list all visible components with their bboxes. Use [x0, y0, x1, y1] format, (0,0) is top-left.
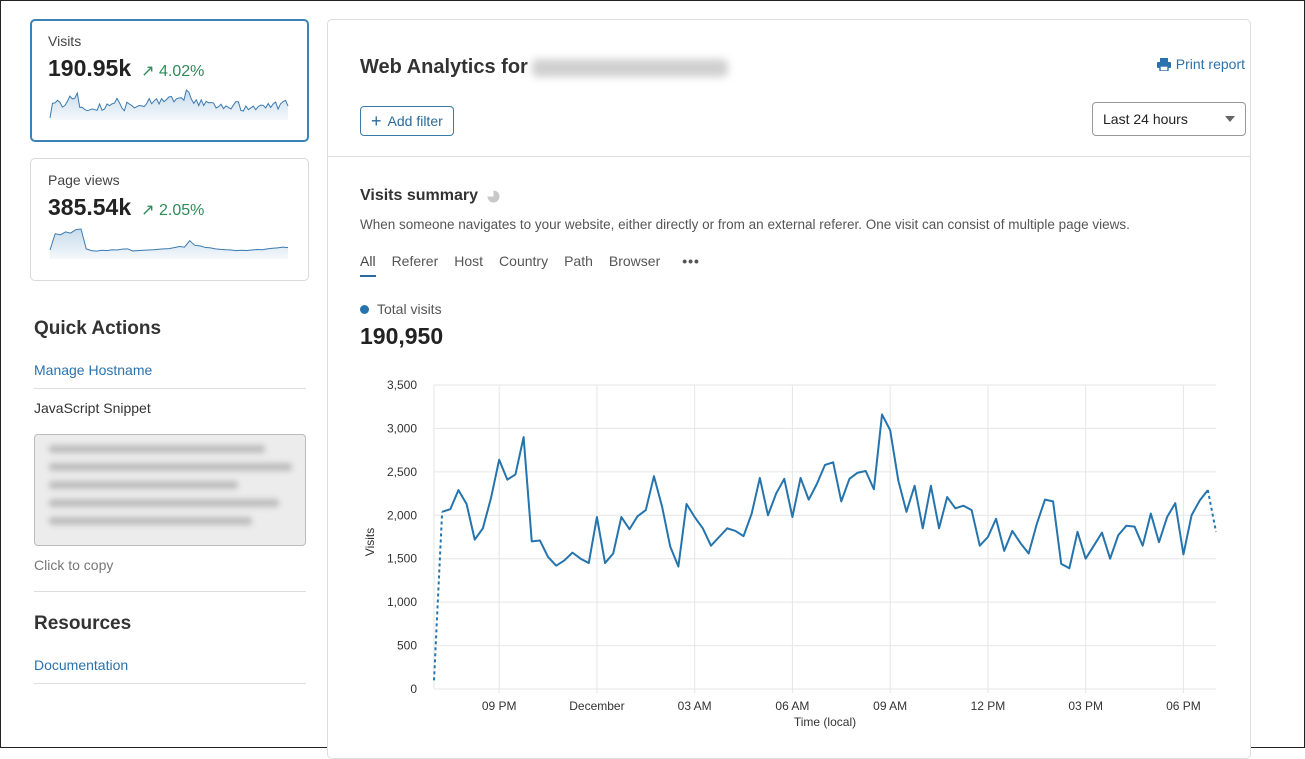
breakdown-tabs: All Referer Host Country Path Browser ••… — [360, 253, 700, 277]
stat-change: ↗ 2.05% — [141, 200, 204, 220]
x-tick-label: 06 PM — [1166, 699, 1201, 713]
incomplete-segment-start — [433, 511, 444, 681]
pie-chart-icon[interactable] — [487, 190, 500, 203]
stat-change-value: 2.05% — [159, 202, 205, 219]
x-tick-label: 06 AM — [775, 699, 809, 713]
summary-description: When someone navigates to your website, … — [360, 217, 1130, 232]
chart-legend: Total visits — [360, 301, 442, 317]
x-axis-title: Time (local) — [794, 715, 856, 729]
incomplete-segment-end — [1206, 489, 1217, 532]
stat-value: 385.54k — [48, 194, 132, 220]
visits-line-chart: 0 500 1,000 1,500 2,000 2,500 3,000 3,500 09 PM D… — [363, 378, 1217, 729]
sparkline-line — [49, 228, 289, 252]
more-tabs-icon[interactable]: ••• — [682, 253, 700, 269]
summary-title-text: Visits summary — [360, 187, 478, 204]
page-title: Web Analytics for — [360, 56, 728, 79]
js-snippet-label: JavaScript Snippet — [34, 400, 151, 416]
pageviews-sparkline — [49, 228, 289, 259]
x-tick-label: 03 AM — [678, 699, 712, 713]
visits-stat-card[interactable]: Visits 190.95k ↗ 4.02% — [30, 19, 309, 142]
arrow-up-right-icon: ↗ — [141, 63, 155, 80]
x-tick-label: 09 PM — [482, 699, 517, 713]
y-tick-label: 1,000 — [387, 595, 417, 609]
add-filter-label: Add filter — [387, 113, 443, 129]
stat-change: ↗ 4.02% — [141, 61, 204, 81]
y-axis-title: Visits — [363, 528, 377, 556]
total-visits-value: 190,950 — [360, 323, 444, 349]
x-tick-label: December — [569, 699, 624, 713]
add-filter-button[interactable]: + Add filter — [360, 106, 454, 136]
time-range-select[interactable]: Last 24 hours — [1092, 102, 1246, 136]
print-report-label: Print report — [1175, 56, 1245, 72]
y-tick-label: 0 — [410, 682, 417, 696]
tab-all[interactable]: All — [360, 253, 376, 277]
header-divider — [328, 156, 1250, 157]
printer-icon — [1156, 57, 1171, 71]
sparkline-area — [50, 229, 288, 259]
analytics-panel: Web Analytics for Print report + Add filt… — [327, 19, 1251, 759]
tab-country[interactable]: Country — [499, 253, 549, 269]
quick-actions-heading: Quick Actions — [34, 318, 162, 339]
stat-value: 190.95k — [48, 55, 132, 81]
documentation-link[interactable]: Documentation — [34, 657, 129, 673]
arrow-up-right-icon: ↗ — [141, 202, 155, 219]
stat-change-value: 4.02% — [159, 63, 205, 80]
x-tick-label: 09 AM — [873, 699, 907, 713]
y-tick-label: 500 — [397, 639, 417, 653]
pageviews-stat-card[interactable]: Page views 385.54k ↗ 2.05% — [30, 158, 309, 281]
legend-label: Total visits — [377, 301, 442, 317]
series-line-total-visits — [441, 413, 1209, 570]
resources-heading: Resources — [34, 613, 132, 634]
x-tick-label: 03 PM — [1068, 699, 1103, 713]
tab-referer[interactable]: Referer — [391, 253, 439, 269]
visits-summary-title: Visits summary — [360, 187, 500, 205]
x-tick-label: 12 PM — [971, 699, 1006, 713]
plus-icon: + — [371, 111, 382, 131]
tab-host[interactable]: Host — [454, 253, 484, 269]
time-range-value: Last 24 hours — [1103, 111, 1188, 127]
page-title-text: Web Analytics for — [360, 56, 528, 78]
tab-path[interactable]: Path — [564, 253, 593, 269]
manage-hostname-link[interactable]: Manage Hostname — [34, 362, 153, 378]
print-report-button[interactable]: Print report — [1156, 56, 1245, 72]
sparkline-area — [50, 90, 288, 120]
visits-sparkline — [49, 89, 289, 120]
y-tick-label: 3,000 — [387, 421, 417, 435]
sparkline-line — [49, 89, 289, 119]
y-tick-label: 1,500 — [387, 552, 417, 566]
caret-down-icon — [1225, 116, 1235, 122]
js-snippet-box[interactable] — [34, 434, 306, 546]
legend-dot — [360, 304, 369, 314]
tab-browser[interactable]: Browser — [608, 253, 661, 269]
redacted-hostname — [531, 58, 728, 77]
y-tick-label: 2,500 — [387, 465, 417, 479]
click-to-copy-hint: Click to copy — [34, 557, 306, 592]
stat-label: Visits — [48, 33, 82, 49]
y-tick-label: 3,500 — [387, 378, 417, 392]
y-tick-label: 2,000 — [387, 508, 417, 522]
stat-label: Page views — [48, 172, 120, 188]
